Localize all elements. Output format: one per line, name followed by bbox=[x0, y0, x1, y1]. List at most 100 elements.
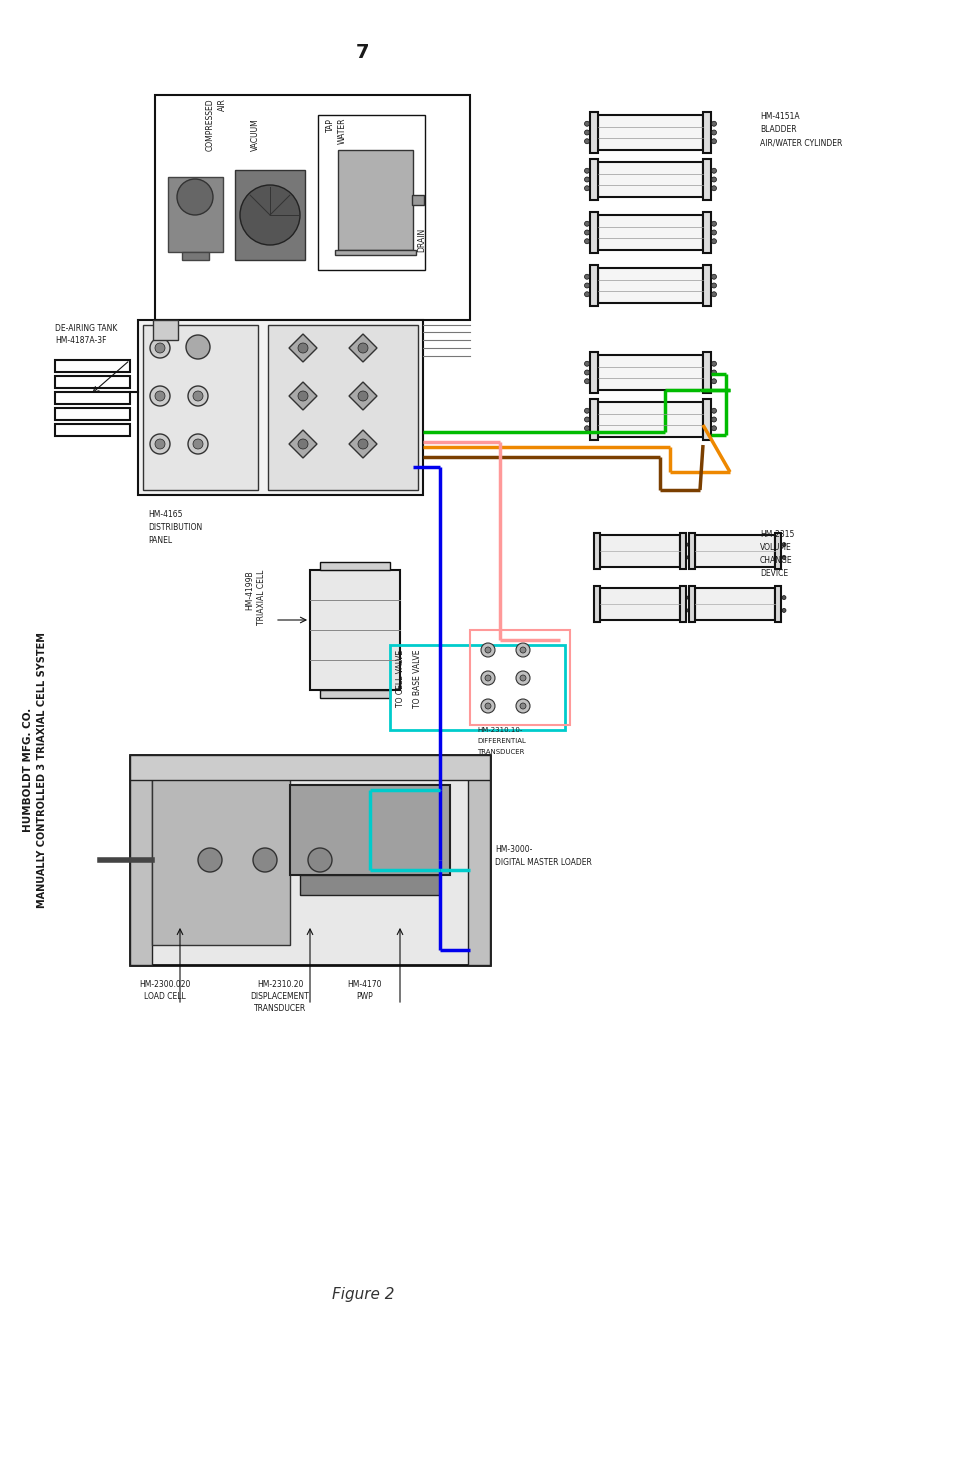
Bar bbox=[598, 403, 702, 437]
Text: PANEL: PANEL bbox=[148, 535, 172, 544]
Circle shape bbox=[584, 230, 589, 235]
Circle shape bbox=[711, 230, 716, 235]
Circle shape bbox=[154, 391, 165, 401]
Bar bbox=[702, 353, 710, 392]
Text: HM-3000-: HM-3000- bbox=[495, 845, 532, 854]
Text: DISTRIBUTION: DISTRIBUTION bbox=[148, 524, 202, 532]
Circle shape bbox=[480, 643, 495, 656]
Circle shape bbox=[150, 338, 170, 358]
Circle shape bbox=[193, 440, 203, 448]
Text: DEVICE: DEVICE bbox=[760, 569, 787, 578]
Circle shape bbox=[584, 283, 589, 288]
Circle shape bbox=[297, 391, 308, 401]
Circle shape bbox=[484, 648, 491, 653]
Text: MANUALLY CONTROLLED 3 TRIAXIAL CELL SYSTEM: MANUALLY CONTROLLED 3 TRIAXIAL CELL SYST… bbox=[37, 633, 47, 909]
Bar bbox=[319, 562, 390, 569]
Circle shape bbox=[193, 344, 203, 353]
Bar bbox=[702, 212, 710, 254]
Circle shape bbox=[584, 426, 589, 431]
Text: DE-AIRING TANK: DE-AIRING TANK bbox=[55, 324, 117, 333]
Circle shape bbox=[711, 426, 716, 431]
Bar bbox=[695, 535, 774, 566]
Bar bbox=[598, 215, 702, 249]
Bar bbox=[337, 150, 413, 249]
Text: TAP: TAP bbox=[325, 118, 335, 131]
Text: HM-4199B: HM-4199B bbox=[245, 569, 253, 609]
Circle shape bbox=[154, 440, 165, 448]
Bar bbox=[55, 392, 130, 404]
Circle shape bbox=[584, 177, 589, 181]
Circle shape bbox=[584, 417, 589, 422]
Bar bbox=[154, 94, 470, 320]
Bar bbox=[702, 266, 710, 305]
Circle shape bbox=[519, 648, 525, 653]
Circle shape bbox=[188, 386, 208, 406]
Circle shape bbox=[781, 556, 785, 559]
Polygon shape bbox=[289, 382, 316, 410]
Bar bbox=[290, 785, 450, 875]
Bar bbox=[55, 376, 130, 388]
Circle shape bbox=[781, 596, 785, 600]
Circle shape bbox=[711, 292, 716, 296]
Bar bbox=[130, 755, 152, 965]
Bar bbox=[319, 690, 390, 698]
Bar bbox=[138, 320, 422, 496]
Text: TRIAXIAL CELL: TRIAXIAL CELL bbox=[256, 569, 266, 625]
Bar bbox=[234, 170, 305, 260]
Circle shape bbox=[240, 184, 299, 245]
Circle shape bbox=[711, 239, 716, 243]
Circle shape bbox=[519, 704, 525, 709]
Bar bbox=[598, 355, 702, 389]
Circle shape bbox=[297, 440, 308, 448]
Text: HM-2315: HM-2315 bbox=[760, 530, 794, 538]
Bar bbox=[390, 645, 564, 730]
Text: COMPRESSED: COMPRESSED bbox=[205, 97, 214, 150]
Bar bbox=[130, 755, 490, 965]
Polygon shape bbox=[349, 382, 376, 410]
Bar bbox=[168, 177, 223, 252]
Circle shape bbox=[188, 434, 208, 454]
Bar bbox=[774, 532, 781, 569]
Bar bbox=[594, 586, 599, 622]
Circle shape bbox=[186, 335, 210, 358]
Circle shape bbox=[584, 274, 589, 279]
Bar bbox=[182, 252, 209, 260]
Text: TO CELL VALVE: TO CELL VALVE bbox=[395, 650, 405, 707]
Bar bbox=[695, 589, 774, 619]
Circle shape bbox=[711, 130, 716, 136]
Circle shape bbox=[711, 121, 716, 127]
Text: BLADDER: BLADDER bbox=[760, 125, 796, 134]
Bar bbox=[55, 423, 130, 437]
Polygon shape bbox=[289, 333, 316, 361]
Bar bbox=[702, 400, 710, 440]
Circle shape bbox=[711, 186, 716, 190]
Bar bbox=[317, 115, 424, 270]
Bar bbox=[299, 875, 439, 895]
Bar bbox=[598, 268, 702, 302]
Text: VACUUM: VACUUM bbox=[251, 118, 259, 150]
Text: DRAIN: DRAIN bbox=[417, 227, 426, 252]
Text: HM-4165: HM-4165 bbox=[148, 510, 182, 519]
Circle shape bbox=[516, 699, 530, 712]
Circle shape bbox=[297, 344, 308, 353]
Circle shape bbox=[357, 391, 368, 401]
Bar bbox=[589, 353, 598, 392]
Circle shape bbox=[686, 596, 690, 600]
Polygon shape bbox=[349, 431, 376, 459]
Circle shape bbox=[480, 699, 495, 712]
Text: TRANSDUCER: TRANSDUCER bbox=[476, 749, 524, 755]
Circle shape bbox=[686, 543, 690, 547]
Text: CHANGE: CHANGE bbox=[760, 556, 792, 565]
Circle shape bbox=[781, 543, 785, 547]
Polygon shape bbox=[349, 333, 376, 361]
Bar bbox=[679, 586, 685, 622]
Text: HM-2310.20: HM-2310.20 bbox=[256, 979, 303, 990]
Bar bbox=[688, 586, 695, 622]
Bar bbox=[589, 159, 598, 201]
Circle shape bbox=[584, 292, 589, 296]
Bar bbox=[679, 532, 685, 569]
Bar bbox=[55, 409, 130, 420]
Bar bbox=[470, 630, 569, 726]
Circle shape bbox=[357, 344, 368, 353]
Circle shape bbox=[711, 283, 716, 288]
